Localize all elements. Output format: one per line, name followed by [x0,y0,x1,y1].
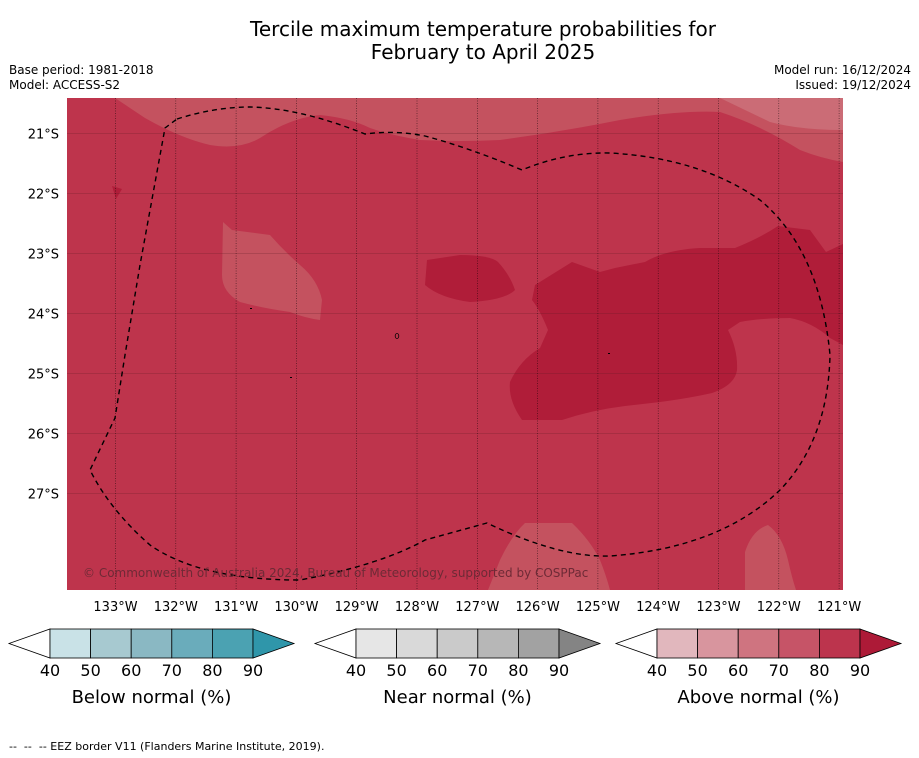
colorbar-extend-low [313,628,357,659]
colorbar-tick-label: 50 [80,661,100,680]
model-run: Model run: 16/12/2024 [773,63,911,77]
colorbar-segment [778,628,820,659]
meta-left: Base period: 1981-2018 Model: ACCESS-S2 [9,63,154,93]
latitude-tick-label: 24°S [28,308,59,323]
probability-region-lighter-top [720,98,843,130]
colorbar-tick-label: 80 [508,661,528,680]
latitude-tick-label: 21°S [28,128,59,143]
probability-region-light-west [222,222,322,320]
colorbar-extend-high [558,628,602,659]
longitude-tick-label: 124°W [636,600,680,615]
map-gridlines [67,98,843,590]
colorbar-tick-label: 80 [809,661,829,680]
probability-region-dark-east [509,226,843,420]
colorbar-label: Below normal (%) [72,687,232,708]
eez-border-note: -- -- -- EEZ border V11 (Flanders Marine… [9,740,325,753]
latitude-tick-labels: 21°S 22°S 23°S 24°S 25°S 26°S 27°S [28,128,59,503]
longitude-tick-label: 125°W [576,600,620,615]
longitude-tick-labels: 133°W 132°W 131°W 130°W 129°W 128°W 127°W 126°W… [93,600,861,615]
island-marker [290,377,292,378]
latitude-tick-label: 26°S [28,428,59,443]
colorbar-tick-label: 50 [386,661,406,680]
colorbar-tick-label: 40 [647,661,667,680]
longitude-tick-label: 130°W [274,600,318,615]
colorbar-tick-label: 60 [121,661,141,680]
colorbar: 40 50 60 70 80 90 Above normal (%) [614,628,903,708]
longitude-tick-label: 122°W [757,600,801,615]
latitude-tick-label: 22°S [28,188,59,203]
issued-date: Issued: 19/12/2024 [795,78,911,92]
colorbar-tick-label: 60 [728,661,748,680]
longitude-tick-label: 121°W [817,600,861,615]
island-marker [394,333,400,339]
colorbar: 40 50 60 70 80 90 Below normal (%) [7,628,296,708]
latitude-tick-label: 25°S [28,368,59,383]
island-marker [250,308,252,309]
model-name: Model: ACCESS-S2 [9,78,121,92]
colorbar-segment [518,628,560,659]
colorbar-extend-low [7,628,51,659]
island-marker [608,353,610,354]
map-copyright: © Commonwealth of Australia 2024, Bureau… [83,566,588,580]
colorbar-extend-high [252,628,296,659]
colorbar-segment [656,628,698,659]
colorbar: 40 50 60 70 80 90 Near normal (%) [313,628,602,708]
colorbar-tick-label: 90 [243,661,263,680]
colorbar-tick-label: 70 [769,661,789,680]
colorbar-segment [396,628,438,659]
colorbar-tick-label: 90 [850,661,870,680]
base-period: Base period: 1981-2018 [9,63,154,77]
probability-region-light-south [488,523,610,590]
longitude-tick-label: 129°W [335,600,379,615]
colorbar-tick-label: 70 [468,661,488,680]
colorbar-legends: 40 50 60 70 80 90 Below normal (%) 40 50 60 70 80 90… [7,628,903,708]
colorbar-tick-label: 90 [549,661,569,680]
latitude-tick-label: 23°S [28,248,59,263]
colorbar-segment [90,628,132,659]
colorbar-segment [436,628,479,659]
colorbar-label: Above normal (%) [677,687,839,708]
longitude-tick-label: 132°W [154,600,198,615]
colorbar-segment [49,628,91,659]
probability-region-dark-central [425,255,515,302]
colorbar-label: Near normal (%) [383,687,532,708]
colorbar-extend-high [859,628,903,659]
colorbar-tick-label: 80 [202,661,222,680]
colorbar-segment [355,628,397,659]
latitude-tick-label: 27°S [28,488,59,503]
title-line-2: February to April 2025 [370,40,596,64]
longitude-tick-label: 133°W [93,600,137,615]
longitude-tick-label: 123°W [696,600,740,615]
colorbar-segment [737,628,780,659]
island-markers [250,308,610,378]
longitude-tick-label: 127°W [455,600,499,615]
colorbar-tick-label: 40 [346,661,366,680]
longitude-tick-label: 131°W [214,600,258,615]
longitude-tick-label: 128°W [395,600,439,615]
colorbar-segment [211,628,254,659]
probability-region-light-top [115,98,843,162]
colorbar-segment [819,628,861,659]
probability-region-light-southeast [745,525,796,590]
colorbar-segment [171,628,213,659]
colorbar-tick-label: 40 [40,661,60,680]
colorbar-tick-label: 50 [687,661,707,680]
title-line-1: Tercile maximum temperature probabilitie… [250,17,716,41]
colorbar-segment [477,628,519,659]
colorbar-tick-label: 70 [162,661,182,680]
meta-right: Model run: 16/12/2024 Issued: 19/12/2024 [774,63,911,93]
colorbar-tick-label: 60 [427,661,447,680]
page-title: Tercile maximum temperature probabilitie… [0,18,919,64]
probability-region-dark-small [112,186,122,199]
colorbar-segment [130,628,173,659]
map-fill-layer [67,98,843,590]
longitude-tick-label: 126°W [516,600,560,615]
colorbar-extend-low [614,628,658,659]
colorbar-segment [697,628,739,659]
